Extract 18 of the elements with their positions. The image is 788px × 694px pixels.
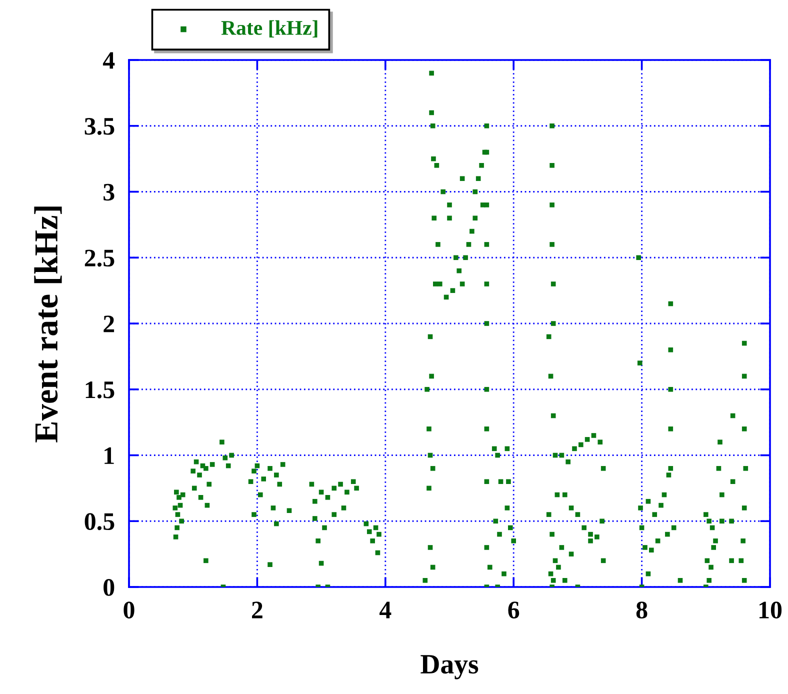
x-tick-label: 10: [760, 602, 782, 618]
y-tick-label: 0: [104, 579, 114, 596]
x-tick-label: 8: [636, 602, 648, 618]
y-tick-label: 0.5: [84, 513, 114, 530]
x-tick-label: 6: [508, 602, 520, 618]
legend-label: Rate [kHz]: [221, 20, 318, 38]
x-tick-label: 0: [124, 602, 134, 618]
y-tick-label: 3: [104, 184, 114, 201]
x-axis-title: Days: [420, 655, 478, 680]
y-tick-label: 2.5: [84, 250, 114, 267]
y-tick-label: 1.5: [86, 382, 114, 398]
y-axis-title: Event rate [kHz]: [34, 206, 62, 442]
y-tick-label: 2: [104, 316, 114, 332]
x-tick-label: 4: [379, 602, 392, 618]
x-tick-label: 2: [252, 602, 262, 618]
y-tick-label: 4: [102, 52, 115, 69]
y-tick-label: 1: [104, 447, 114, 464]
y-tick-label: 3.5: [84, 118, 114, 135]
